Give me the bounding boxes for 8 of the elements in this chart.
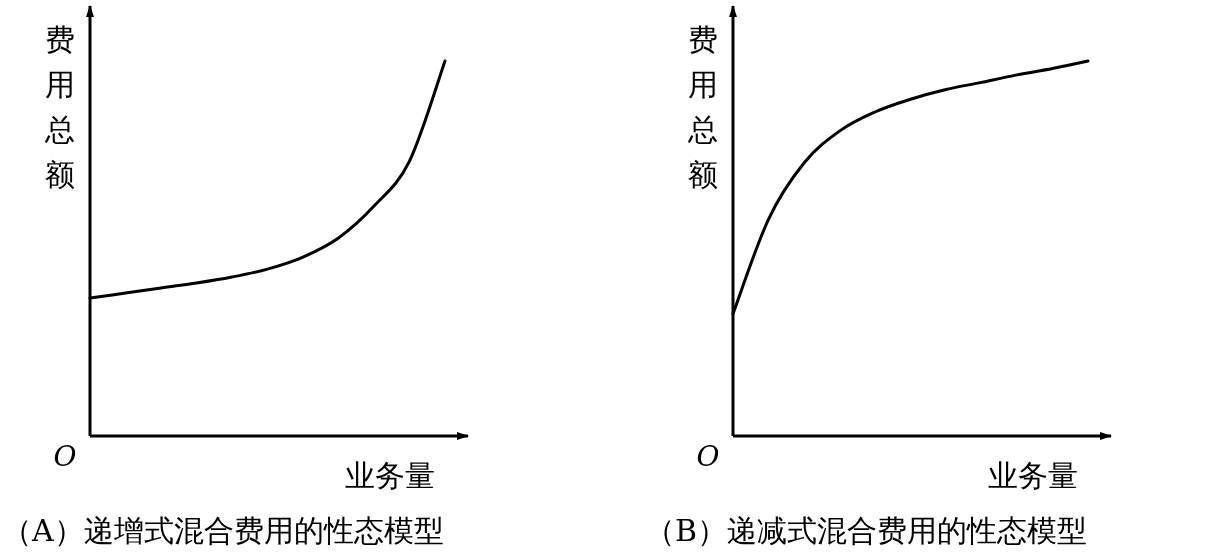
- y-axis-title: 费用总额: [687, 22, 718, 192]
- x-axis-title: 业务量: [345, 458, 435, 493]
- y-axis-title: 费用总额: [44, 22, 75, 192]
- text: O: [696, 440, 720, 473]
- x-axis-title: 业务量: [988, 458, 1078, 493]
- text: O: [53, 440, 77, 473]
- text: （B）递减式混合费用的性态模型: [645, 513, 1088, 548]
- text: （A）递增式混合费用的性态模型: [2, 513, 444, 548]
